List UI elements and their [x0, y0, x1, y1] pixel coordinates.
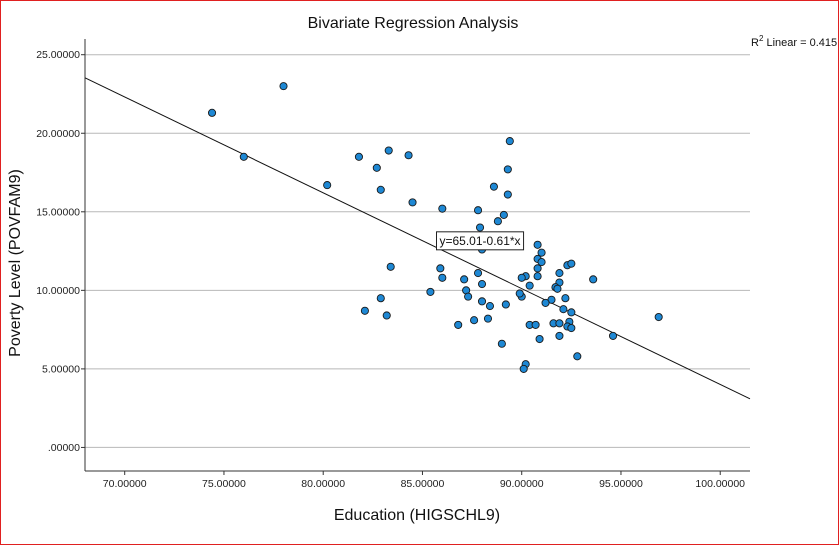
data-point-32: [533, 272, 542, 281]
data-point-25: [537, 258, 546, 267]
y-tick-label-1: 5.00000: [42, 363, 80, 375]
data-point-42: [515, 289, 524, 298]
data-point-71: [535, 334, 544, 344]
y-tick-label-4: 20.00000: [36, 128, 80, 140]
r2-prefix: R: [751, 37, 759, 49]
data-point-56: [360, 306, 369, 315]
x-tick-label-0: 70.00000: [103, 478, 147, 490]
data-point-35: [525, 281, 534, 290]
chart-title: Bivariate Regression Analysis: [308, 15, 519, 32]
data-point-17: [473, 206, 483, 215]
data-point-3: [323, 181, 332, 190]
data-point-75: [573, 352, 582, 361]
equation-text: y=65.01-0.61*x: [439, 234, 520, 248]
x-tick-label-4: 90.00000: [500, 478, 544, 490]
data-point-44: [438, 273, 447, 282]
data-point-10: [438, 204, 447, 213]
data-point-52: [485, 302, 495, 311]
y-axis-label: Poverty Level (POVFAM9): [7, 169, 24, 357]
data-point-14: [503, 165, 512, 174]
data-point-15: [489, 182, 498, 191]
data-point-28: [589, 275, 598, 284]
data-point-65: [559, 305, 568, 314]
data-point-59: [470, 316, 479, 325]
data-point-4: [354, 152, 363, 161]
data-point-6: [384, 146, 393, 155]
data-point-33: [555, 269, 564, 278]
data-point-51: [477, 297, 487, 306]
x-tick-label-6: 100.00000: [695, 478, 745, 490]
plot-content: [84, 77, 751, 400]
y-tick-labels: .00000 5.00000 10.00000 15.00000 20.00000 25.…: [36, 49, 80, 454]
data-point-37: [553, 284, 562, 293]
data-point-46: [473, 269, 483, 278]
data-point-9: [408, 198, 417, 207]
data-point-8: [376, 185, 385, 194]
data-point-57: [382, 311, 391, 320]
data-point-16: [503, 190, 512, 199]
data-point-19: [493, 217, 502, 226]
data-point-62: [531, 320, 540, 329]
gridlines: [85, 54, 750, 448]
data-point-54: [386, 262, 395, 271]
x-tick-label-1: 75.00000: [202, 478, 246, 490]
data-point-45: [460, 275, 469, 284]
data-point-11: [475, 223, 485, 232]
data-point-27: [567, 259, 576, 268]
data-point-18: [499, 210, 508, 219]
data-point-29: [533, 264, 542, 273]
y-tick-label-5: 25.00000: [36, 49, 80, 61]
data-point-22: [533, 240, 542, 249]
data-point-72: [497, 339, 506, 348]
r2-superscript: 2: [759, 34, 764, 43]
data-point-31: [517, 273, 526, 282]
x-tick-label-5: 95.00000: [599, 478, 643, 490]
data-point-77: [654, 313, 663, 322]
data-point-47: [477, 280, 487, 289]
x-axis-label: Education (HIGSCHL9): [334, 507, 500, 524]
data-point-49: [464, 292, 473, 301]
data-point-66: [567, 308, 576, 317]
x-tick-label-3: 85.00000: [401, 478, 445, 490]
data-point-69: [567, 323, 576, 333]
data-point-64: [555, 319, 564, 328]
y-tick-label-2: 10.00000: [36, 285, 80, 297]
data-point-5: [372, 163, 381, 172]
data-point-40: [541, 298, 550, 307]
data-point-2: [239, 152, 248, 161]
data-point-70: [555, 331, 564, 340]
data-point-23: [537, 248, 546, 257]
data-point-76: [608, 331, 618, 340]
data-points: [207, 82, 663, 373]
data-point-74: [519, 364, 528, 373]
data-point-53: [501, 300, 510, 309]
regression-line: [84, 77, 751, 400]
axes: [81, 39, 750, 475]
equation-box: [435, 231, 525, 251]
r2-value: Linear = 0.415: [763, 37, 837, 49]
data-point-43: [436, 264, 445, 273]
data-point-58: [454, 320, 463, 329]
x-tick-labels: 70.00000 75.00000 80.00000 85.00000 90.00000…: [103, 478, 745, 490]
y-tick-label-0: .00000: [48, 442, 80, 454]
data-point-60: [483, 314, 493, 323]
data-point-0: [207, 108, 217, 117]
data-point-7: [404, 151, 413, 160]
data-point-13: [505, 137, 514, 146]
data-point-1: [279, 82, 288, 91]
equation-label: y=65.01-0.61*x: [435, 231, 525, 251]
x-tick-label-2: 80.00000: [301, 478, 345, 490]
data-point-38: [561, 294, 570, 303]
y-tick-label-3: 15.00000: [36, 206, 80, 218]
data-point-55: [376, 294, 385, 303]
r2-label: R2 Linear = 0.415: [751, 34, 837, 49]
data-point-50: [426, 287, 435, 296]
